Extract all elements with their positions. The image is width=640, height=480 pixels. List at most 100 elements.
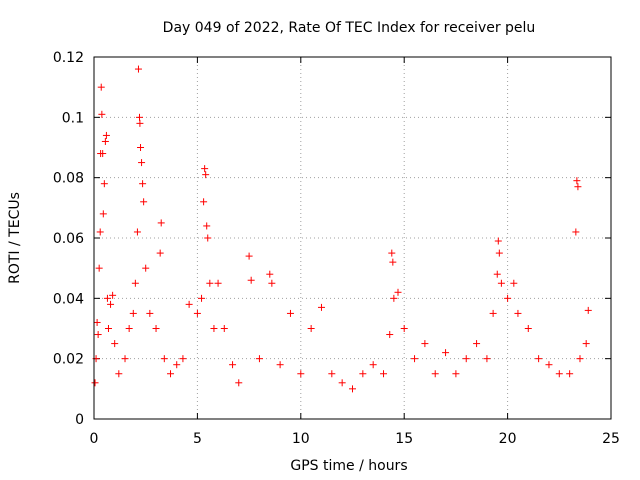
data-point bbox=[495, 249, 503, 257]
data-point bbox=[566, 370, 574, 378]
data-point bbox=[421, 340, 429, 348]
data-point bbox=[203, 222, 211, 230]
x-tick-label: 15 bbox=[395, 431, 413, 447]
data-point bbox=[152, 325, 160, 332]
data-point bbox=[462, 355, 470, 363]
data-point bbox=[201, 165, 209, 173]
data-point bbox=[582, 340, 590, 348]
data-point bbox=[576, 355, 584, 363]
data-point bbox=[206, 279, 214, 287]
y-tick-label: 0 bbox=[75, 412, 84, 428]
data-point bbox=[297, 370, 305, 378]
x-tick-label: 0 bbox=[90, 431, 99, 447]
data-point bbox=[167, 370, 175, 378]
x-tick-label: 20 bbox=[499, 431, 517, 447]
data-point bbox=[115, 370, 123, 378]
data-point bbox=[135, 113, 143, 121]
data-point bbox=[109, 291, 117, 299]
data-point bbox=[452, 370, 460, 378]
data-point bbox=[179, 355, 187, 363]
data-point bbox=[101, 137, 109, 145]
data-point bbox=[514, 309, 522, 317]
data-point bbox=[103, 294, 111, 302]
y-tick-label: 0.02 bbox=[53, 352, 84, 368]
plot-frame bbox=[93, 56, 612, 420]
data-point bbox=[134, 65, 142, 73]
data-point bbox=[266, 270, 274, 278]
grid-lines bbox=[94, 57, 611, 419]
data-point bbox=[473, 340, 481, 348]
data-point bbox=[220, 325, 228, 332]
x-axis-ticks: 0 5 10 15 20 25 bbox=[90, 57, 620, 447]
data-point bbox=[202, 171, 210, 179]
data-point bbox=[555, 370, 563, 378]
data-point bbox=[173, 361, 181, 369]
data-point bbox=[142, 264, 150, 272]
data-point bbox=[245, 252, 253, 260]
data-point bbox=[93, 318, 101, 326]
y-axis-label: ROTI / TECUs bbox=[7, 192, 23, 284]
data-point bbox=[497, 279, 505, 287]
data-point bbox=[139, 180, 147, 188]
data-point bbox=[129, 309, 137, 317]
data-point bbox=[138, 159, 146, 167]
data-point bbox=[235, 379, 243, 387]
y-tick-label: 0.06 bbox=[53, 231, 84, 247]
y-tick-label: 0.08 bbox=[53, 171, 84, 187]
y-tick-label: 0.12 bbox=[53, 50, 84, 66]
data-point bbox=[96, 228, 104, 236]
data-point bbox=[200, 198, 208, 206]
data-point bbox=[91, 379, 99, 387]
x-tick-label: 5 bbox=[193, 431, 202, 447]
data-point bbox=[125, 325, 133, 332]
data-point bbox=[494, 237, 502, 245]
data-point bbox=[369, 361, 377, 369]
x-tick-label: 25 bbox=[602, 431, 620, 447]
data-point bbox=[535, 355, 543, 363]
data-point bbox=[214, 279, 222, 287]
data-point bbox=[317, 303, 325, 311]
y-tick-label: 0.1 bbox=[62, 110, 84, 126]
data-point bbox=[574, 183, 582, 191]
data-point bbox=[411, 355, 419, 363]
data-point bbox=[140, 198, 148, 206]
data-point bbox=[400, 325, 408, 332]
data-point bbox=[157, 219, 165, 227]
data-point bbox=[307, 325, 315, 332]
data-point bbox=[442, 349, 450, 357]
data-point bbox=[160, 355, 168, 363]
y-tick-label: 0.04 bbox=[53, 291, 84, 307]
data-point bbox=[107, 300, 115, 308]
data-point bbox=[268, 279, 276, 287]
x-axis-label: GPS time / hours bbox=[290, 458, 407, 474]
data-point bbox=[99, 210, 107, 218]
data-point bbox=[386, 331, 394, 339]
data-point bbox=[247, 276, 255, 284]
data-point bbox=[121, 355, 129, 363]
data-point bbox=[131, 279, 139, 287]
data-point bbox=[431, 370, 439, 378]
data-point bbox=[380, 370, 388, 378]
data-point bbox=[286, 309, 294, 317]
data-point bbox=[338, 379, 346, 387]
x-tick-label: 10 bbox=[292, 431, 310, 447]
data-point bbox=[133, 228, 141, 236]
data-point bbox=[156, 249, 164, 257]
data-point bbox=[198, 294, 206, 302]
data-point bbox=[394, 288, 402, 296]
data-point bbox=[389, 258, 397, 266]
data-point bbox=[390, 294, 398, 302]
data-point bbox=[493, 270, 501, 278]
data-point bbox=[359, 370, 367, 378]
data-point bbox=[99, 150, 107, 158]
data-point bbox=[97, 83, 105, 91]
data-point bbox=[94, 331, 102, 339]
data-point bbox=[210, 325, 218, 332]
data-point bbox=[545, 361, 553, 369]
data-point bbox=[229, 361, 237, 369]
data-point bbox=[102, 131, 110, 139]
data-point bbox=[572, 228, 580, 236]
data-point bbox=[349, 385, 356, 393]
data-point bbox=[137, 144, 145, 151]
